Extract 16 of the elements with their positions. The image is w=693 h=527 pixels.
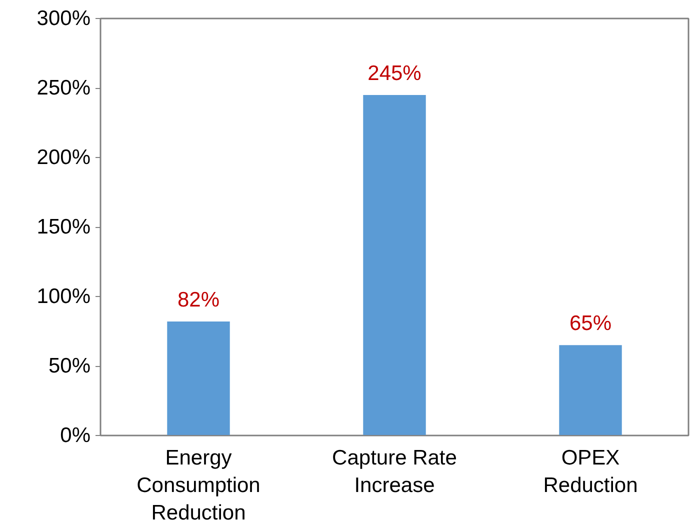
- y-tick-label: 0%: [60, 424, 91, 447]
- bar: [363, 94, 426, 436]
- y-tick-label: 100%: [36, 285, 91, 308]
- bar: [559, 345, 622, 436]
- data-label: 245%: [368, 62, 422, 85]
- x-tick-label: Energy Consumption Reduction: [136, 446, 260, 525]
- x-tick-label: OPEX Reduction: [543, 446, 638, 498]
- y-tick-label: 50%: [48, 354, 90, 378]
- y-tick-label: 250%: [36, 76, 91, 100]
- y-tick-label: 200%: [36, 146, 91, 169]
- data-label: 65%: [569, 312, 612, 336]
- bar: [167, 322, 230, 436]
- y-tick-label: 150%: [36, 216, 91, 238]
- x-tick-label: Capture Rate Increase: [332, 446, 457, 498]
- data-label: 82%: [177, 288, 220, 312]
- y-tick-label: 300%: [36, 7, 91, 30]
